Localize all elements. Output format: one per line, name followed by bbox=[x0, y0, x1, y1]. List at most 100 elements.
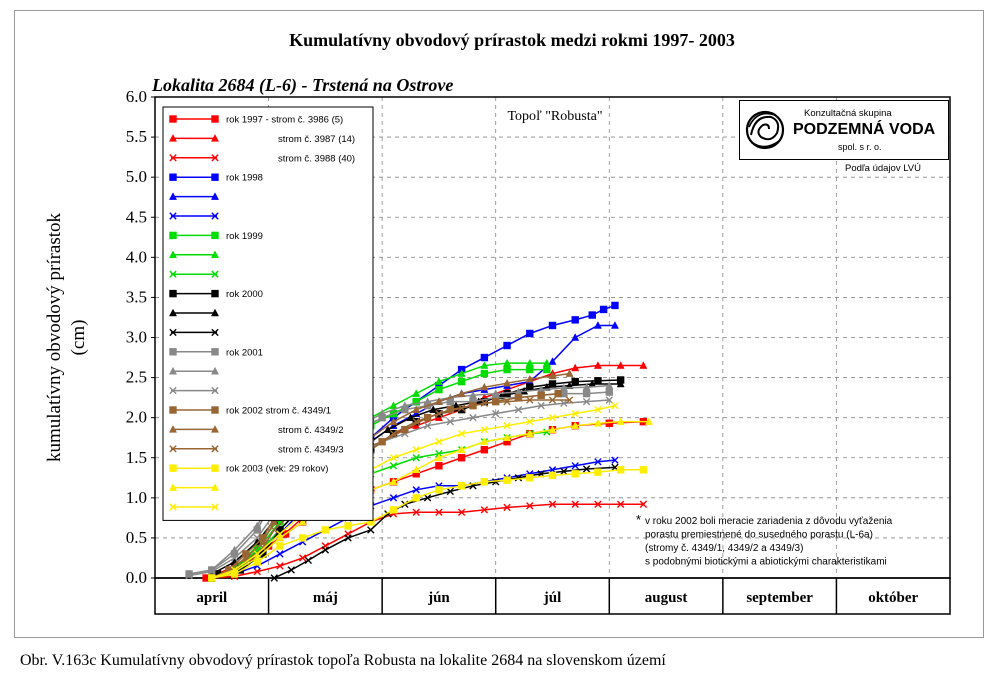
data-point bbox=[571, 363, 580, 372]
y-axis-label-line: (cm) bbox=[68, 320, 89, 356]
legend-swatch-marker bbox=[169, 231, 177, 240]
data-point bbox=[616, 417, 625, 425]
legend-swatch-marker bbox=[210, 250, 220, 259]
data-point bbox=[480, 446, 489, 454]
annotation-line: v roku 2002 boli meracie zariadenia z dô… bbox=[645, 516, 893, 527]
y-tick-label: 4.0 bbox=[126, 247, 147, 266]
data-point bbox=[253, 550, 261, 558]
data-point bbox=[605, 381, 614, 389]
data-point bbox=[610, 321, 619, 329]
data-point bbox=[571, 421, 580, 429]
data-point bbox=[594, 468, 602, 476]
data-point bbox=[526, 365, 534, 374]
data-point bbox=[503, 378, 512, 387]
legend-swatch-marker bbox=[169, 115, 177, 123]
legend-entry: rok 1997 - strom č. 3986 (5) bbox=[169, 115, 343, 126]
series-line bbox=[188, 399, 610, 577]
legend-swatch-marker bbox=[210, 192, 220, 200]
y-tick-label: 3.5 bbox=[126, 287, 147, 306]
data-point bbox=[412, 446, 420, 454]
data-point bbox=[548, 371, 557, 380]
data-point bbox=[526, 474, 534, 482]
data-point bbox=[276, 562, 284, 570]
data-point bbox=[412, 508, 420, 516]
legend-label: rok 1998 bbox=[226, 173, 263, 184]
data-point bbox=[457, 430, 466, 438]
data-point bbox=[435, 409, 443, 418]
data-point bbox=[526, 417, 534, 426]
data-point bbox=[389, 494, 398, 502]
data-point bbox=[389, 462, 398, 470]
data-point bbox=[593, 418, 602, 427]
data-point bbox=[412, 465, 421, 474]
legend-label: rok 2003 (vek: 29 rokov) bbox=[226, 464, 328, 475]
data-point bbox=[435, 385, 443, 394]
data-point bbox=[457, 445, 466, 453]
data-point bbox=[434, 397, 443, 405]
data-point bbox=[526, 396, 534, 404]
y-tick-label: 0.5 bbox=[126, 528, 147, 547]
data-point bbox=[276, 550, 284, 558]
legend-swatch-marker bbox=[211, 445, 219, 453]
data-point bbox=[543, 365, 551, 374]
data-point bbox=[594, 458, 602, 466]
legend-label: strom č. 4349/2 bbox=[278, 425, 343, 436]
legend-label: strom č. 3988 (40) bbox=[278, 153, 355, 164]
legend-swatch-marker bbox=[169, 212, 177, 220]
data-point bbox=[412, 417, 420, 426]
data-point bbox=[298, 554, 307, 562]
legend-entry: rok 2003 (vek: 29 rokov) bbox=[169, 464, 328, 475]
data-point bbox=[429, 405, 438, 413]
data-point bbox=[457, 369, 466, 377]
legend-swatch-marker bbox=[211, 464, 219, 472]
data-point bbox=[423, 397, 432, 405]
legend-label: strom č. 3987 (14) bbox=[278, 134, 355, 145]
data-point bbox=[208, 567, 216, 576]
data-point bbox=[480, 437, 489, 445]
legend-swatch-marker bbox=[168, 134, 178, 142]
legend-swatch-marker bbox=[211, 406, 219, 414]
legend-swatch-marker bbox=[210, 483, 220, 491]
legend-swatch-marker bbox=[211, 503, 219, 511]
legend-swatch-marker bbox=[211, 115, 219, 123]
data-point bbox=[503, 341, 511, 350]
series-line bbox=[211, 420, 650, 579]
legend-entry: rok 2002 strom č. 4349/1 bbox=[169, 406, 331, 417]
data-point bbox=[514, 405, 523, 414]
legend-entry: rok 2000 bbox=[169, 289, 263, 300]
data-point bbox=[412, 454, 420, 462]
legend-entry bbox=[169, 270, 219, 278]
data-point bbox=[526, 329, 534, 338]
data-point bbox=[344, 522, 352, 530]
data-point bbox=[276, 542, 284, 550]
legend-entry bbox=[169, 386, 219, 395]
data-point bbox=[503, 476, 511, 484]
legend-entry bbox=[168, 192, 220, 200]
legend-swatch-marker bbox=[169, 406, 177, 414]
legend-swatch-marker bbox=[168, 366, 178, 375]
data-point bbox=[412, 486, 420, 494]
legend-entry bbox=[169, 328, 219, 337]
data-point bbox=[406, 413, 415, 421]
data-point bbox=[514, 393, 523, 402]
data-point bbox=[423, 421, 432, 430]
data-point bbox=[457, 454, 466, 462]
legend-swatch-marker bbox=[210, 425, 220, 433]
data-point bbox=[548, 357, 557, 365]
annotation-asterisk: * bbox=[636, 512, 641, 527]
data-point bbox=[594, 405, 602, 414]
data-point bbox=[230, 545, 239, 554]
data-point bbox=[275, 533, 284, 542]
y-tick-label: 6.0 bbox=[126, 87, 147, 106]
data-point bbox=[611, 401, 619, 410]
y-tick-label: 5.0 bbox=[126, 167, 147, 186]
y-axis-label: kumulatívny obvodový prírastok (cm) bbox=[44, 212, 89, 462]
logo-spiral-icon bbox=[745, 110, 785, 150]
data-point bbox=[276, 530, 284, 538]
data-point bbox=[565, 396, 574, 404]
data-point bbox=[457, 377, 466, 386]
data-point bbox=[389, 477, 398, 486]
data-point bbox=[594, 377, 602, 385]
legend-entry: rok 1999 bbox=[169, 231, 263, 242]
legend-swatch-marker bbox=[169, 386, 177, 395]
